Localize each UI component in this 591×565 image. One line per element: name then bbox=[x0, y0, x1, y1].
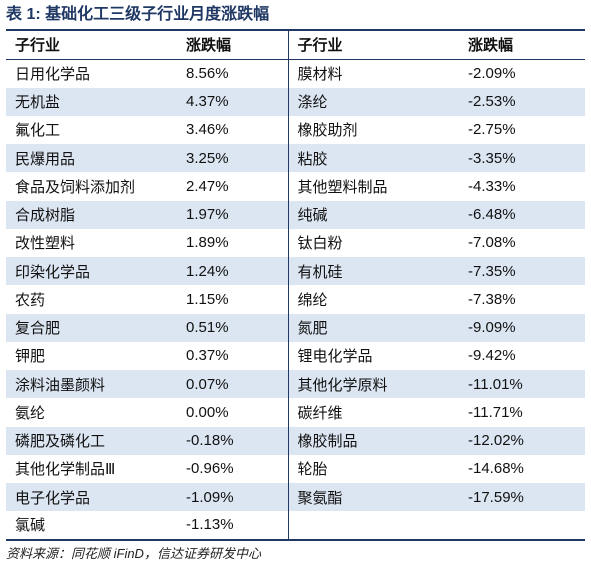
subindustry-cell: 日用化学品 bbox=[15, 66, 91, 84]
subindustry-cell: 印染化学品 bbox=[6, 257, 172, 286]
change-cell: -14.68% bbox=[468, 460, 524, 478]
subindustry-cell: 电子化学品 bbox=[6, 483, 172, 512]
change-cell: -2.53% bbox=[454, 87, 585, 116]
header-change-right: 涨跌幅 bbox=[454, 31, 585, 60]
change-cell: -2.09% bbox=[468, 65, 516, 83]
table-row: 氨纶 0.00% 碳纤维 -11.71% bbox=[6, 398, 585, 427]
change-cell: -11.01% bbox=[454, 370, 585, 399]
subindustry-cell: 碳纤维 bbox=[297, 404, 343, 422]
table-row: 合成树脂 1.97% 纯碱 -6.48% bbox=[6, 200, 585, 229]
subindustry-cell: 氟化工 bbox=[15, 122, 61, 140]
subindustry-cell: 粘胶 bbox=[288, 144, 454, 173]
table-row: 电子化学品 -1.09% 聚氨酯 -17.59% bbox=[6, 483, 585, 512]
change-cell: -3.35% bbox=[454, 144, 585, 173]
change-cell: 0.37% bbox=[172, 341, 289, 370]
change-cell: 0.51% bbox=[172, 313, 289, 342]
change-cell: -2.75% bbox=[468, 121, 516, 139]
table-row: 无机盐 4.37% 涤纶 -2.53% bbox=[6, 87, 585, 116]
change-cell: 3.46% bbox=[172, 115, 289, 144]
subindustry-cell: 橡胶助剂 bbox=[297, 122, 358, 140]
subindustry-cell: 绵纶 bbox=[297, 291, 328, 309]
change-cell: 1.24% bbox=[172, 257, 289, 286]
change-cell: 4.37% bbox=[172, 87, 289, 116]
change-cell bbox=[454, 511, 585, 541]
change-cell: 1.97% bbox=[172, 200, 289, 229]
table-row: 改性塑料 1.89% 钛白粉 -7.08% bbox=[6, 228, 585, 257]
header-change-left: 涨跌幅 bbox=[172, 31, 289, 60]
subindustry-cell: 钾肥 bbox=[15, 348, 46, 366]
subindustry-cell: 锂电化学品 bbox=[297, 348, 373, 366]
table-row: 其他化学制品Ⅲ -0.96% 轮胎 -14.68% bbox=[6, 454, 585, 483]
change-cell: 0.07% bbox=[172, 370, 289, 399]
subindustry-cell: 食品及饲料添加剂 bbox=[15, 178, 136, 196]
subindustry-cell: 氯碱 bbox=[6, 511, 172, 541]
table-row: 复合肥 0.51% 氮肥 -9.09% bbox=[6, 313, 585, 342]
table-title: 表 1: 基础化工三级子行业月度涨跌幅 bbox=[6, 6, 270, 23]
subindustry-cell: 有机硅 bbox=[288, 257, 454, 286]
table-row: 民爆用品 3.25% 粘胶 -3.35% bbox=[6, 144, 585, 173]
table-row: 农药 1.15% 绵纶 -7.38% bbox=[6, 285, 585, 314]
change-cell: -0.96% bbox=[172, 454, 289, 483]
table-row: 涂料油墨颜料 0.07% 其他化学原料 -11.01% bbox=[6, 370, 585, 399]
change-cell: -9.09% bbox=[454, 313, 585, 342]
subindustry-cell: 橡胶制品 bbox=[288, 426, 454, 455]
subindustry-cell: 氮肥 bbox=[288, 313, 454, 342]
change-cell: -0.18% bbox=[172, 426, 289, 455]
subindustry-cell: 涤纶 bbox=[288, 87, 454, 116]
change-cell: -17.59% bbox=[454, 483, 585, 512]
table-row: 磷肥及磷化工 -0.18% 橡胶制品 -12.02% bbox=[6, 426, 585, 455]
subindustry-cell: 无机盐 bbox=[6, 87, 172, 116]
table-row: 氯碱 -1.13% bbox=[6, 511, 585, 541]
subindustry-cell: 复合肥 bbox=[6, 313, 172, 342]
change-cell: 1.89% bbox=[172, 228, 289, 257]
change-cell: -4.33% bbox=[468, 177, 516, 195]
change-cell: -7.35% bbox=[454, 257, 585, 286]
change-cell: -11.71% bbox=[468, 403, 523, 421]
change-cell: -9.42% bbox=[468, 347, 516, 365]
subindustry-cell: 磷肥及磷化工 bbox=[6, 426, 172, 455]
change-cell: -1.13% bbox=[172, 511, 289, 541]
subindustry-cell: 氨纶 bbox=[15, 404, 46, 422]
table-body: 日用化学品 8.56% 膜材料 -2.09% 无机盐 4.37% 涤纶 -2.53% 氟化工 3.… bbox=[6, 59, 585, 541]
change-cell: 1.15% bbox=[172, 285, 289, 314]
source-note: 资料来源：同花顺 iFinD，信达证券研发中心 bbox=[6, 546, 261, 561]
change-cell: -7.38% bbox=[468, 290, 516, 308]
table-row: 印染化学品 1.24% 有机硅 -7.35% bbox=[6, 257, 585, 286]
subindustry-cell bbox=[288, 511, 454, 541]
change-cell: -6.48% bbox=[454, 200, 585, 229]
subindustry-cell: 纯碱 bbox=[288, 200, 454, 229]
change-cell: 8.56% bbox=[172, 59, 289, 88]
subindustry-cell: 其他化学原料 bbox=[288, 370, 454, 399]
change-cell: 2.47% bbox=[172, 172, 289, 201]
subindustry-cell: 其他塑料制品 bbox=[297, 178, 388, 196]
subindustry-cell: 合成树脂 bbox=[6, 200, 172, 229]
change-cell: -12.02% bbox=[454, 426, 585, 455]
subindustry-cell: 钛白粉 bbox=[297, 235, 343, 253]
subindustry-cell: 聚氨酯 bbox=[288, 483, 454, 512]
change-cell: -1.09% bbox=[172, 483, 289, 512]
header-subindustry-left: 子行业 bbox=[6, 31, 172, 60]
change-cell: 3.25% bbox=[172, 144, 289, 173]
change-cell: 0.00% bbox=[172, 398, 289, 427]
header-subindustry-right: 子行业 bbox=[288, 31, 454, 60]
subindustry-cell: 改性塑料 bbox=[15, 235, 76, 253]
subindustry-cell: 涂料油墨颜料 bbox=[6, 370, 172, 399]
table-row: 钾肥 0.37% 锂电化学品 -9.42% bbox=[6, 341, 585, 370]
subindustry-cell: 膜材料 bbox=[297, 66, 343, 84]
subindustry-change-table: 子行业 涨跌幅 子行业 涨跌幅 日用化学品 8.56% 膜材料 -2.09% 无机盐 4.… bbox=[6, 31, 585, 541]
subindustry-cell: 民爆用品 bbox=[6, 144, 172, 173]
title-rule bbox=[6, 29, 585, 31]
header-row: 子行业 涨跌幅 子行业 涨跌幅 bbox=[6, 31, 585, 60]
table-row: 日用化学品 8.56% 膜材料 -2.09% bbox=[6, 59, 585, 88]
subindustry-cell: 轮胎 bbox=[297, 461, 328, 479]
subindustry-cell: 农药 bbox=[15, 291, 46, 309]
table-row: 氟化工 3.46% 橡胶助剂 -2.75% bbox=[6, 115, 585, 144]
change-cell: -7.08% bbox=[468, 234, 516, 252]
subindustry-cell: 其他化学制品Ⅲ bbox=[15, 461, 116, 479]
table-row: 食品及饲料添加剂 2.47% 其他塑料制品 -4.33% bbox=[6, 172, 585, 201]
